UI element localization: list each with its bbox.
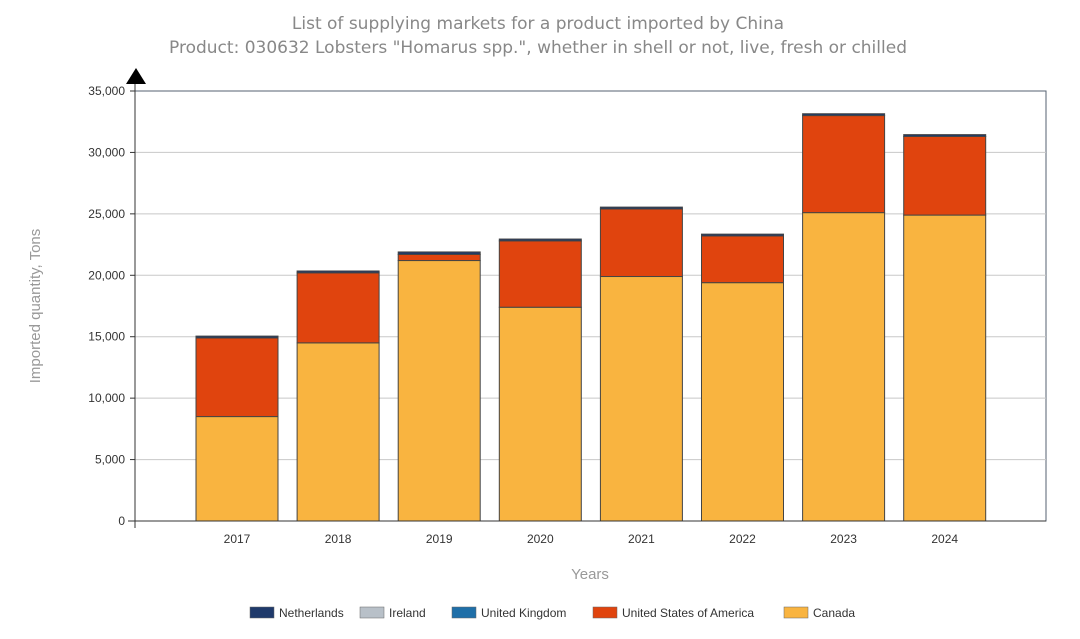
y-tick-label: 15,000 <box>88 330 125 344</box>
legend-swatch <box>451 606 477 619</box>
bar-united-states-of-america-2020 <box>498 240 582 308</box>
y-tick-label: 25,000 <box>88 207 125 221</box>
legend-swatch <box>592 606 618 619</box>
y-axis-arrow-icon <box>126 68 146 84</box>
bar-netherlands-2022 <box>701 233 784 237</box>
y-tick-label: 30,000 <box>88 145 125 159</box>
x-tick-label: 2021 <box>628 532 655 546</box>
y-tick-label: 10,000 <box>88 391 125 405</box>
bar-netherlands-2017 <box>195 335 279 339</box>
bar-netherlands-2019 <box>397 251 481 255</box>
bar-canada-2023 <box>802 212 886 522</box>
y-tick-label: 35,000 <box>88 84 125 98</box>
legend-label: United Kingdom <box>481 606 566 620</box>
bar-canada-2019 <box>397 260 481 522</box>
bar-netherlands-2018 <box>296 270 380 274</box>
chart-title: List of supplying markets for a product … <box>292 14 784 34</box>
y-tick-label: 20,000 <box>88 268 125 282</box>
x-tick-label: 2024 <box>931 532 958 546</box>
bar-united-states-of-america-2019 <box>397 253 481 262</box>
legend-label: United States of America <box>622 606 754 620</box>
bar-united-states-of-america-2017 <box>195 337 279 418</box>
bar-canada-2017 <box>195 416 279 522</box>
x-tick-label: 2023 <box>830 532 857 546</box>
bar-netherlands-2023 <box>802 113 886 117</box>
bar-united-states-of-america-2022 <box>701 235 784 284</box>
legend-swatch <box>783 606 809 619</box>
bar-united-states-of-america-2018 <box>296 272 380 344</box>
legend: Netherlands Ireland United Kingdom United S… <box>249 606 855 620</box>
x-tick-label: 2018 <box>325 532 352 546</box>
legend-label: Ireland <box>389 606 426 620</box>
x-tick-label: 2022 <box>729 532 756 546</box>
bar-canada-2022 <box>701 282 784 522</box>
bar-canada-2024 <box>903 214 987 522</box>
bar-netherlands-2021 <box>599 206 683 210</box>
chart-subtitle: Product: 030632 Lobsters "Homarus spp.",… <box>169 38 907 58</box>
bar-netherlands-2020 <box>498 238 582 242</box>
bar-canada-2020 <box>498 306 582 522</box>
legend-label: Canada <box>813 606 855 620</box>
bar-netherlands-2024 <box>903 134 987 137</box>
legend-swatch <box>359 606 385 619</box>
y-axis-label: Imported quantity, Tons <box>27 229 44 384</box>
y-tick-label: 0 <box>118 514 125 528</box>
legend-label: Netherlands <box>279 606 344 620</box>
bar-canada-2018 <box>296 342 380 522</box>
legend-swatch <box>249 606 275 619</box>
x-tick-label: 2019 <box>426 532 453 546</box>
bar-united-states-of-america-2021 <box>599 208 683 278</box>
bar-united-states-of-america-2023 <box>802 115 886 214</box>
bar-canada-2021 <box>599 276 683 522</box>
x-tick-label: 2017 <box>224 532 251 546</box>
y-tick-label: 5,000 <box>95 453 125 467</box>
bar-united-states-of-america-2024 <box>903 135 987 216</box>
x-axis-label: Years <box>571 566 609 583</box>
x-tick-label: 2020 <box>527 532 554 546</box>
